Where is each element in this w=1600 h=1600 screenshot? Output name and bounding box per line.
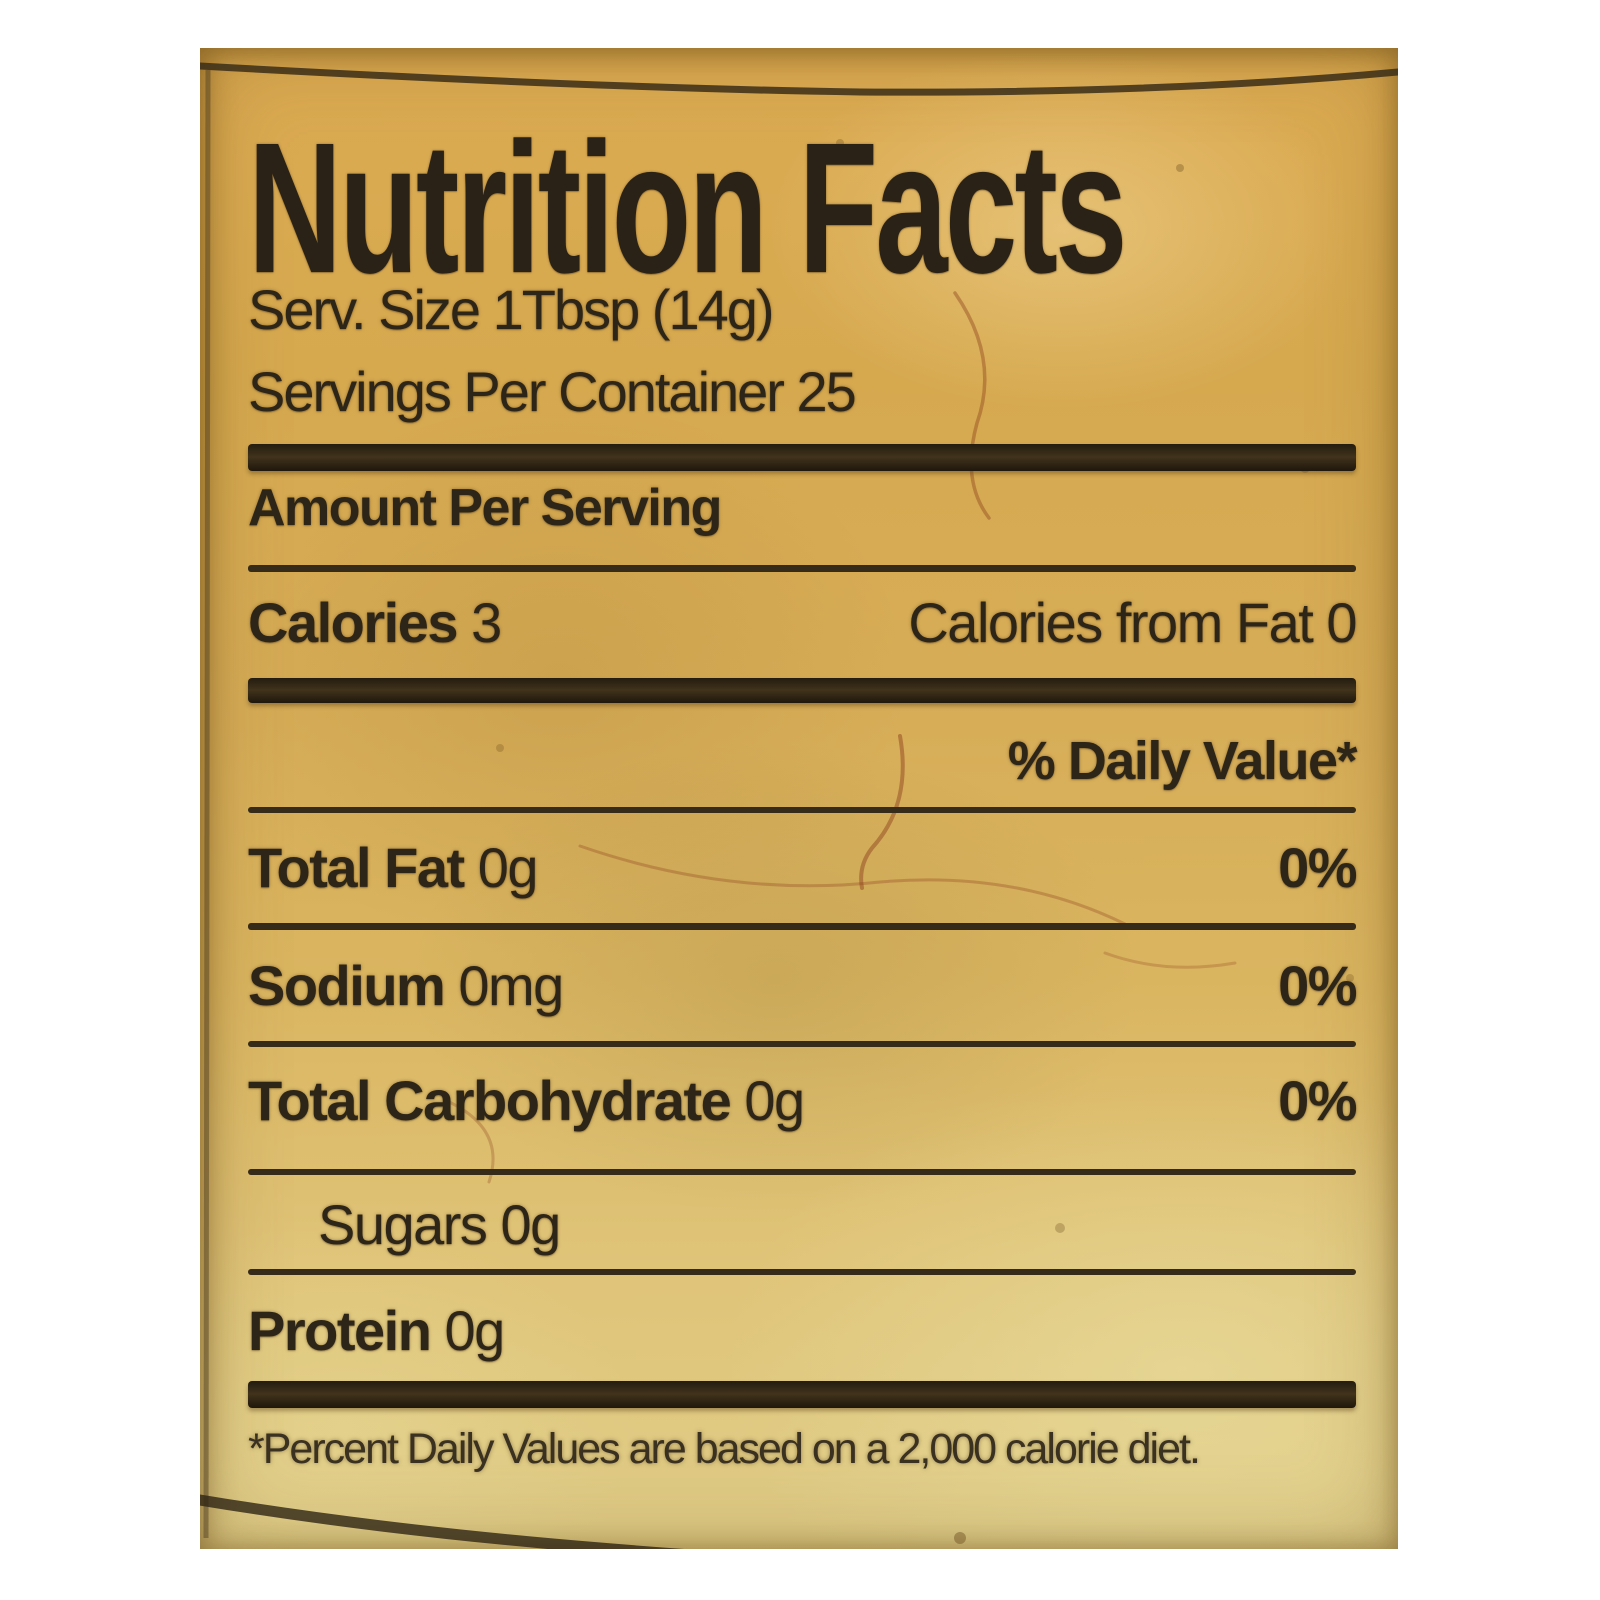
thin-rule (248, 1041, 1356, 1047)
total-carbohydrate-row: Total Carbohydrate 0g 0% (248, 1069, 1357, 1132)
thin-rule (248, 1169, 1356, 1175)
sodium-row: Sodium 0mg 0% (248, 954, 1357, 1017)
nutrition-facts-title: Nutrition Facts (248, 105, 1127, 312)
thin-rule (248, 923, 1356, 930)
label-top-border-line (200, 62, 1398, 96)
serving-size-line: Serv. Size 1Tbsp (14g) (248, 278, 775, 341)
sugars-row: Sugars 0g (318, 1197, 1356, 1253)
sugars-amount: 0g (500, 1193, 562, 1256)
amount-per-serving-heading: Amount Per Serving (248, 479, 722, 537)
total-fat-daily-value: 0% (1278, 836, 1357, 899)
label-left-border-line (203, 69, 211, 1539)
thick-separator-bar (248, 444, 1356, 471)
sugars-label: Sugars (318, 1193, 488, 1256)
protein-row: Protein 0g (248, 1303, 1356, 1359)
thin-rule (248, 1269, 1356, 1275)
sodium-amount: 0mg (458, 954, 564, 1017)
sodium-label: Sodium (248, 954, 446, 1017)
servings-per-container-line: Servings Per Container 25 (248, 360, 857, 423)
protein-label: Protein (248, 1299, 432, 1362)
total-fat-label: Total Fat (248, 836, 465, 899)
calories-row: Calories 3 Calories from Fat 0 (248, 591, 1357, 654)
total-carbohydrate-daily-value: 0% (1278, 1069, 1357, 1132)
daily-value-header: % Daily Value* (1007, 731, 1358, 791)
total-fat-row: Total Fat 0g 0% (248, 836, 1357, 899)
thick-separator-bar (248, 1381, 1356, 1408)
daily-value-footnote: *Percent Daily Values are based on a 2,0… (248, 1425, 1201, 1473)
calories-label: Calories (248, 591, 459, 654)
thin-rule (248, 807, 1356, 813)
label-bottom-border-line (200, 1494, 685, 1549)
nutrition-facts-label: Nutrition Facts Serv. Size 1Tbsp (14g) S… (200, 48, 1398, 1549)
sodium-daily-value: 0% (1278, 954, 1357, 1017)
total-fat-amount: 0g (477, 836, 539, 899)
thin-rule (248, 565, 1356, 572)
calories-from-fat: Calories from Fat 0 (908, 591, 1357, 654)
thick-separator-bar (248, 678, 1356, 703)
calories-value: 3 (471, 591, 502, 654)
protein-amount: 0g (444, 1299, 505, 1362)
total-carbohydrate-amount: 0g (744, 1069, 805, 1132)
total-carbohydrate-label: Total Carbohydrate (248, 1069, 732, 1132)
